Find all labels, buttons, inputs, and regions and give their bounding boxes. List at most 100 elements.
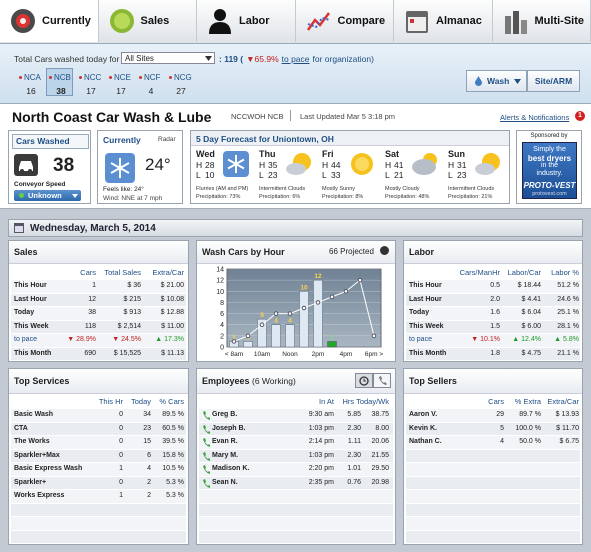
button-label: Site/ARM: [534, 76, 573, 86]
low-label: L: [196, 170, 201, 180]
site-selector[interactable]: All Sites: [121, 52, 215, 64]
nav-tab[interactable]: Compare: [296, 0, 394, 42]
site-code[interactable]: NCF: [144, 73, 161, 82]
phone-toggle[interactable]: [373, 373, 391, 388]
site-code: NCCWOH NCB: [231, 112, 284, 121]
nav-tab[interactable]: Sales: [99, 0, 197, 42]
condition: Mostly Cloudy: [385, 186, 420, 192]
site-code[interactable]: NCE: [114, 73, 131, 82]
table-cell: $ 12.88: [160, 309, 184, 316]
day-name: Fri: [322, 149, 334, 159]
row-label: Last Hour: [14, 295, 47, 303]
table-cell: $ 4.41: [521, 295, 541, 303]
forecast-icon: [475, 153, 500, 175]
table-cell: 6: [147, 451, 151, 459]
current-weather-widget: Currently Radar 24° Feels like: 24° Wind…: [97, 130, 183, 204]
site-code[interactable]: NCC: [84, 73, 102, 82]
summary-total: : 119 ( ▼65.9% to pace for organization): [219, 54, 374, 64]
day-name: Wed: [196, 149, 215, 159]
table-row: [406, 320, 580, 333]
table-cell: ▲ 17.3%: [155, 336, 184, 343]
speed-dropdown[interactable]: Unknown: [14, 190, 81, 201]
y-tick-label: 8: [220, 300, 224, 307]
x-tick-label: 10am: [254, 351, 270, 358]
table-cell: $ 2,514: [117, 322, 141, 330]
row-label: This Month: [14, 349, 52, 357]
table-cell: $ 10.08: [160, 295, 184, 303]
pace-link[interactable]: to pace: [281, 54, 310, 64]
site-arm-button[interactable]: Site/ARM: [527, 70, 580, 92]
table-cell: $ 11.13: [161, 349, 184, 357]
site-code[interactable]: NCB: [54, 73, 71, 82]
row-label[interactable]: to pace: [14, 336, 37, 343]
nav-tab[interactable]: Multi-Site: [493, 0, 591, 42]
row-label: This Week: [14, 322, 49, 330]
table-cell: 1: [119, 492, 123, 499]
site-cars: 38: [56, 86, 66, 96]
table-cell: 20.06: [371, 438, 389, 445]
table-row: [199, 490, 393, 503]
alerts-link[interactable]: Alerts & Notifications: [500, 113, 570, 122]
column-header: Extra/Car: [152, 268, 184, 277]
table-row: [11, 307, 186, 320]
bar: [285, 324, 295, 348]
table-row: [406, 334, 580, 347]
column-header: Cars: [488, 397, 504, 406]
ad-url: protovest.com: [532, 191, 567, 197]
bar: [327, 341, 337, 348]
line-point: [315, 300, 321, 305]
table-row: [406, 436, 580, 449]
table-row: [11, 280, 186, 293]
nav-tab[interactable]: Labor: [197, 0, 296, 42]
day-name: Sun: [448, 149, 465, 159]
table-cell: 1: [119, 465, 123, 472]
line-point: [245, 333, 251, 339]
wash-button[interactable]: Wash: [466, 70, 527, 92]
site-code[interactable]: NCA: [24, 73, 41, 82]
y-tick-label: 6: [220, 311, 224, 318]
y-tick-label: 14: [216, 267, 224, 274]
table-row: [11, 334, 186, 347]
status-icon: [203, 424, 210, 434]
widget-title: Currently: [103, 135, 141, 145]
widget-row: Cars Washed 38 Conveyor Speed Unknown Cu…: [0, 128, 591, 209]
site-code[interactable]: NCG: [174, 73, 192, 82]
last-updated: Last Updated Mar 5 3:18 pm: [300, 112, 396, 121]
table-row: [11, 436, 186, 449]
table-cell: 89.7 %: [519, 411, 541, 418]
table-row: [406, 503, 580, 516]
clock-toggle[interactable]: [355, 373, 373, 388]
radar-link[interactable]: Radar: [158, 136, 176, 143]
sponsor-ad[interactable]: Simply the best dryers in the industry. PROT…: [522, 142, 577, 199]
speed-label: Conveyor Speed: [14, 181, 66, 188]
panel-header: [404, 241, 582, 264]
table-cell: $ 215: [123, 295, 141, 303]
high-temp: 35: [268, 160, 278, 170]
low-temp: 23: [268, 170, 278, 180]
nav-tab[interactable]: Currently: [0, 0, 99, 42]
table-cell: $ 11.70: [556, 424, 579, 432]
table-cell: $ 6.75: [559, 438, 579, 445]
condition: Intermittent Clouds: [448, 186, 495, 192]
table-cell: 1.01: [347, 465, 361, 472]
sponsor-widget: Sponsored by Simply the best dryers in the…: [516, 130, 582, 204]
ad-line: industry.: [536, 170, 563, 177]
chart-title: Wash Cars by Hour: [202, 247, 285, 257]
table-row: [199, 436, 393, 449]
site-cars: 4: [148, 86, 154, 96]
table-cell: 21.55: [371, 451, 389, 459]
info-icon[interactable]: [380, 246, 389, 255]
ad-line: best dryers: [527, 154, 572, 163]
row-label: Joseph B.: [212, 424, 246, 432]
panel-title: Top Sellers: [409, 376, 457, 386]
forecast-icon: [223, 151, 249, 177]
button-arrow: [514, 79, 521, 84]
row-label[interactable]: to pace: [409, 336, 432, 343]
chart: 0 2 4 6 8 10 12 14 < 8am 10am Noon 2pm 4pm 6pm > 1 1 5 4 4…: [216, 267, 383, 359]
line-point: [231, 339, 237, 344]
projected: 66 Projected: [329, 247, 374, 256]
tab-icon: [504, 11, 527, 34]
nav-tab[interactable]: Almanac: [394, 0, 493, 42]
low-label: L: [259, 170, 264, 180]
